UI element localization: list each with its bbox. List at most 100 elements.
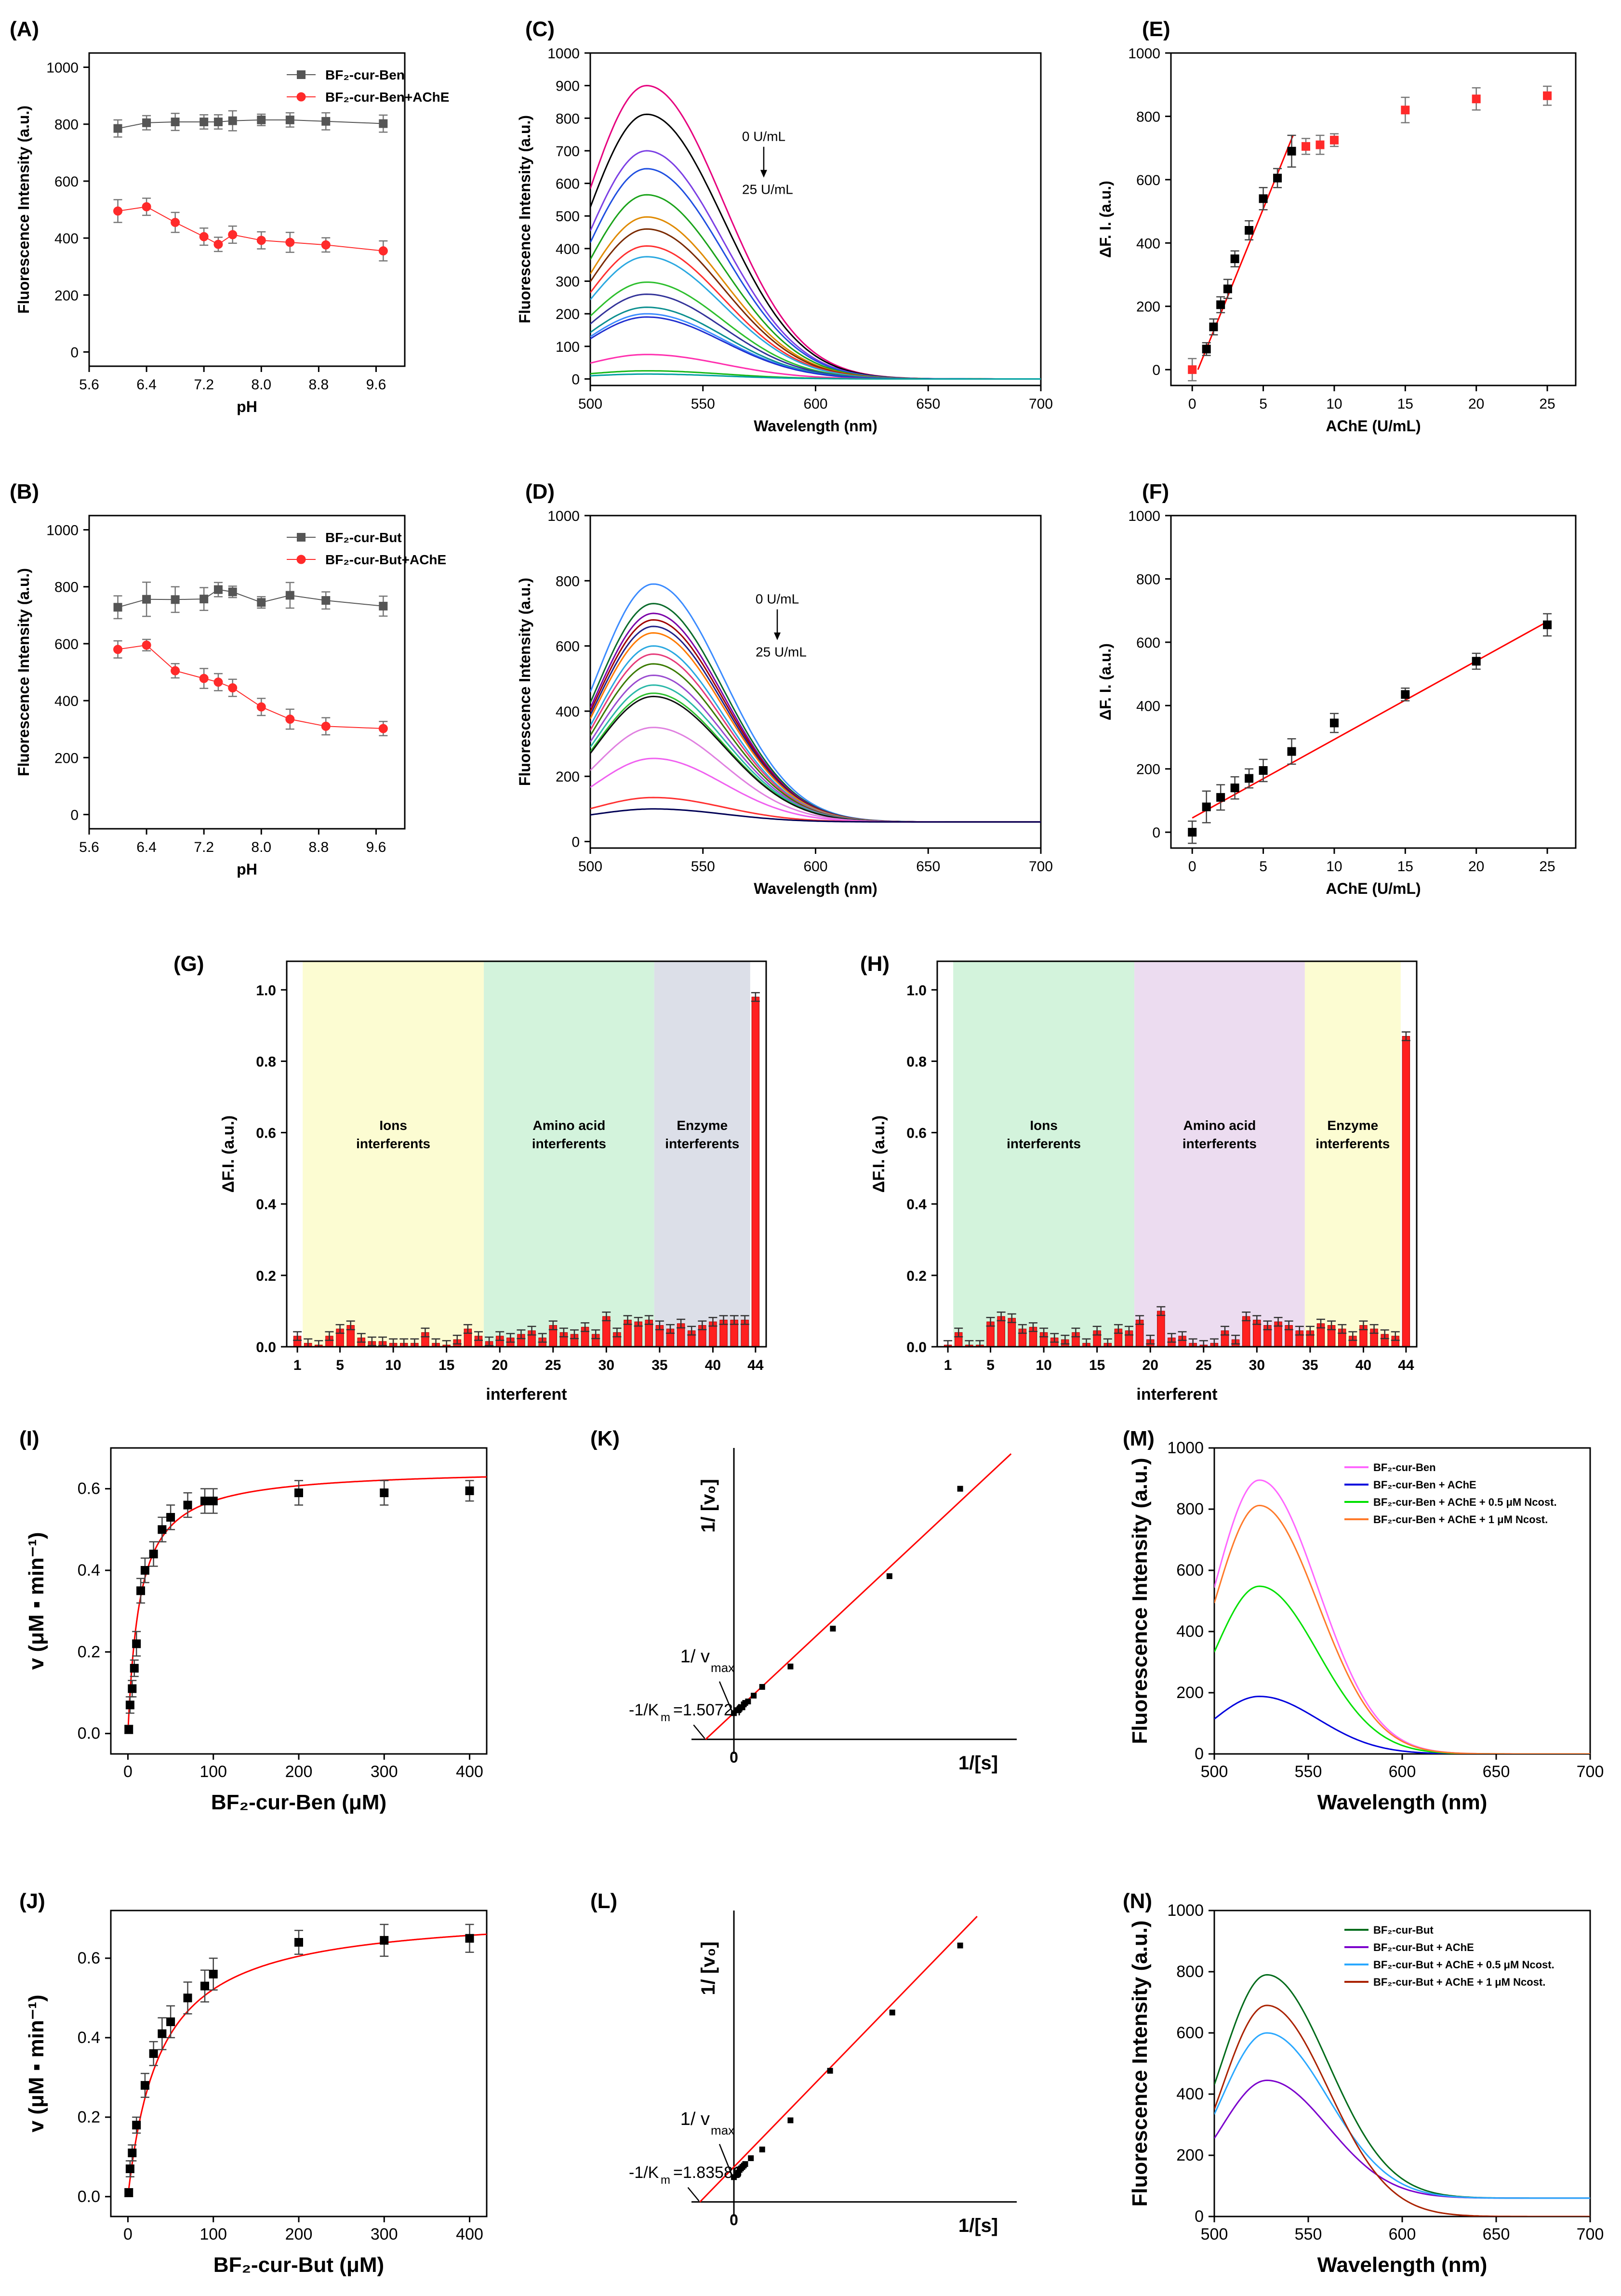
vmax-annotation: 1/ v [680, 2109, 710, 2129]
y-tick-label: 1000 [547, 508, 580, 524]
x-tick-label: 25 [545, 1357, 561, 1373]
x-axis-label: Wavelength (nm) [754, 880, 877, 897]
data-point [213, 239, 223, 249]
x-tick-label: 30 [598, 1357, 614, 1373]
km-annotation: -1/K [629, 2163, 659, 2182]
y-tick-label: 0.8 [256, 1054, 276, 1070]
y-tick-label: 600 [1176, 1561, 1204, 1579]
series-line [118, 119, 384, 129]
data-point [1209, 322, 1218, 332]
data-point [130, 1664, 139, 1673]
x-tick-label: 15 [1089, 1357, 1105, 1373]
data-point [285, 715, 295, 724]
data-point [199, 118, 209, 126]
x-tick-label: 5 [986, 1357, 995, 1373]
x-tick-label: 40 [705, 1357, 721, 1373]
x-tick-label: 35 [1302, 1357, 1318, 1373]
panel-label: (M) [1123, 1427, 1155, 1450]
x-axis-label: BF₂-cur-Ben (μM) [211, 1791, 386, 1814]
data-point [199, 674, 209, 683]
x-axis-label: AChE (U/mL) [1326, 417, 1421, 435]
spectrum-line [590, 619, 1041, 823]
data-point [113, 206, 123, 216]
y-tick-label: 0 [1152, 825, 1160, 841]
y-tick-label: 0.0 [78, 2188, 100, 2206]
spectrum-line [590, 168, 1041, 380]
data-point [113, 124, 122, 133]
data-point [256, 702, 266, 712]
y-tick-label: 0.4 [78, 2029, 100, 2047]
spectrum-line [590, 808, 1041, 823]
data-point [171, 595, 180, 604]
data-point [1302, 142, 1310, 151]
y-tick-label: 200 [1176, 2146, 1204, 2164]
x-tick-label: 550 [691, 396, 715, 412]
region-label: interferents [356, 1136, 430, 1151]
region-label: interferents [532, 1136, 606, 1151]
y-axis-label: ΔF. I. (a.u.) [1097, 643, 1114, 720]
x-axis-label: AChE (U/mL) [1326, 880, 1421, 897]
plot-content [124, 1476, 487, 1734]
x-tick-label: 650 [916, 859, 940, 875]
x-tick-label: 35 [651, 1357, 667, 1373]
y-tick-label: 1000 [1167, 1901, 1204, 1920]
region-label: interferents [1007, 1136, 1081, 1151]
data-point [1287, 146, 1296, 156]
data-point [1273, 173, 1282, 183]
data-point [1543, 91, 1552, 100]
x-tick-label: 600 [1389, 1763, 1416, 1781]
x-tick-label: 44 [747, 1357, 764, 1373]
x-tick-label: 400 [456, 1763, 483, 1781]
plot-content [124, 1924, 487, 2198]
y-tick-label: 1000 [1167, 1439, 1204, 1457]
x-tick-label: 10 [385, 1357, 401, 1373]
data-point [1216, 793, 1225, 802]
y-tick-label: 200 [1136, 762, 1160, 778]
data-point [228, 587, 237, 597]
region-label: Enzyme [1327, 1118, 1378, 1133]
fit-line [1192, 621, 1548, 819]
x-tick-label: 0 [123, 1763, 133, 1781]
x-axis-label: Wavelength (nm) [754, 417, 877, 435]
data-point [1202, 345, 1211, 354]
data-point [142, 118, 151, 127]
data-point [1472, 657, 1481, 666]
annotation-top: 0 U/mL [742, 129, 785, 144]
panel-a: (A) 5.6 6.4 7.2 8.0 8.8 9.6 0 200 400 600 800 1000 pH… [10, 17, 449, 415]
panel-j: (J) 0 100 200 300 400 0.0 0.2 0.4 0.6 BF₂-cur-But … [19, 1889, 488, 2277]
data-point [228, 683, 238, 692]
data-point [1329, 135, 1339, 145]
x-tick-label: 200 [285, 1763, 313, 1781]
y-tick-label: 200 [54, 750, 79, 766]
annotation-bottom: 25 U/mL [756, 645, 807, 660]
y-tick-label: 0.8 [906, 1054, 927, 1070]
panel-label: (C) [525, 17, 555, 41]
x-tick-label: 1 [944, 1357, 952, 1373]
legend-label: BF₂-cur-But [1373, 1924, 1434, 1936]
x-axis-label: BF₂-cur-But (μM) [213, 2253, 384, 2277]
bar [1402, 1036, 1410, 1347]
plot-frame [936, 960, 1418, 1348]
data-point [294, 1488, 303, 1498]
data-point [128, 2149, 137, 2158]
x-tick-label: 10 [1326, 396, 1342, 412]
plot-frame [691, 1447, 1017, 1754]
x-tick-label: 25 [1196, 1357, 1211, 1373]
data-point [125, 1700, 134, 1710]
spectrum-line [590, 692, 1041, 823]
y-tick-label: 600 [54, 174, 79, 190]
data-point [379, 601, 388, 610]
data-point [1401, 690, 1410, 699]
y-tick-label: 0.2 [256, 1268, 276, 1284]
data-point [759, 2146, 765, 2152]
data-point [1315, 140, 1325, 149]
data-point [1216, 300, 1225, 309]
data-point [142, 595, 151, 604]
data-point [889, 2009, 895, 2016]
data-point [379, 119, 388, 128]
y-axis-label: Fluorescence Intensity (a.u.) [516, 578, 533, 786]
y-tick-label: 900 [556, 79, 580, 94]
panel-g: (G) Ions interferents Amino acid interferent… [173, 952, 767, 1404]
